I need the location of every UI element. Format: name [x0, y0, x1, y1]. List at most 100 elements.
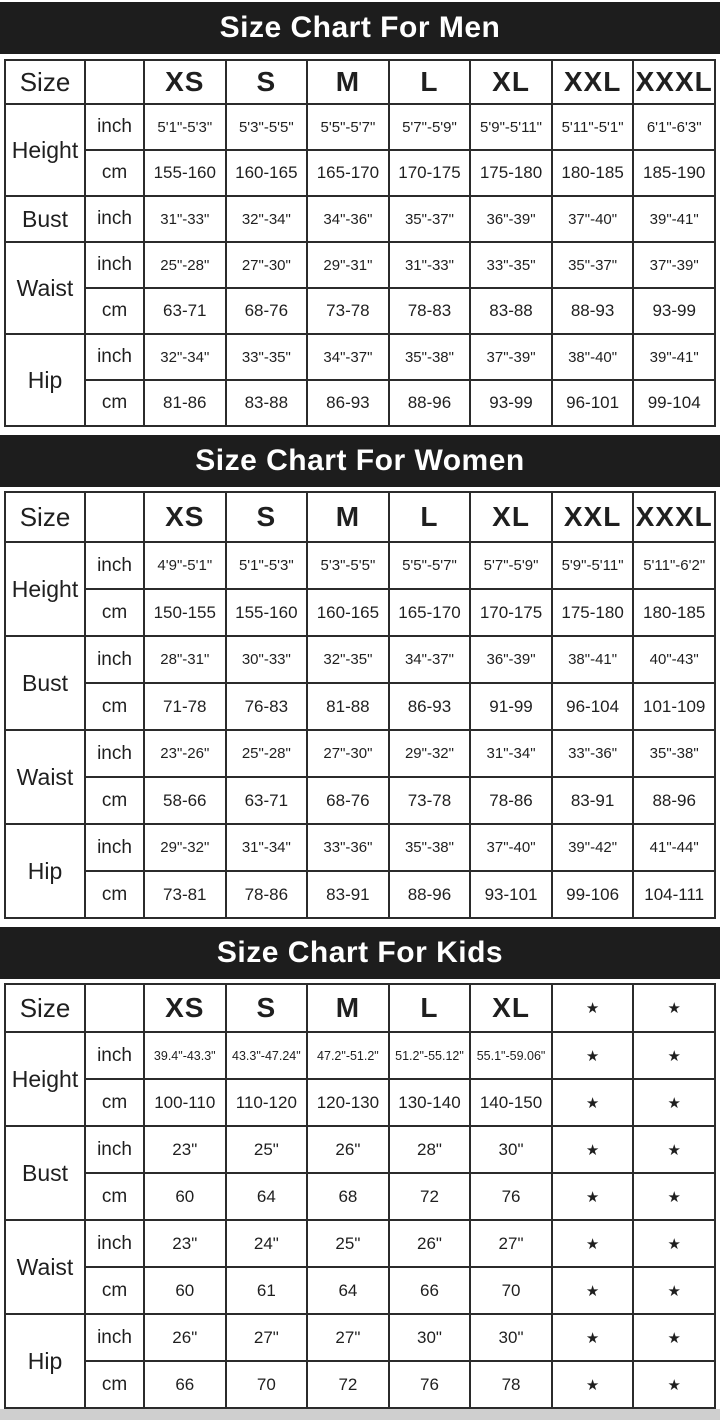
value-cell: 55.1"-59.06": [469, 1031, 553, 1080]
value-cell: 93-99: [469, 379, 553, 427]
value-cell: 33"-36": [306, 823, 390, 872]
size-header-cell: XS: [143, 59, 227, 105]
star-placeholder-cell: ★: [632, 1360, 716, 1409]
value-cell: 73-78: [387, 776, 472, 825]
size-header-cell: M: [306, 491, 390, 543]
value-cell: 27"-30": [224, 241, 309, 289]
value-cell: 31"-34": [224, 823, 309, 872]
value-cell: 40"-43": [632, 635, 716, 684]
value-cell: 64: [306, 1266, 390, 1315]
size-header-cell: L: [387, 491, 472, 543]
value-cell: 25"-28": [143, 241, 227, 289]
value-cell: 32"-34": [143, 333, 227, 381]
value-cell: 76: [387, 1360, 472, 1409]
size-header-cell: M: [306, 59, 390, 105]
size-header-cell: XS: [143, 983, 227, 1033]
star-placeholder-cell: ★: [632, 1172, 716, 1221]
size-row-label: Size: [4, 59, 86, 105]
value-cell: 130-140: [387, 1078, 472, 1127]
value-cell: 76-83: [224, 682, 309, 731]
unit-label: inch: [84, 1031, 145, 1080]
value-cell: 68-76: [224, 287, 309, 335]
value-cell: 4'9"-5'1": [143, 541, 227, 590]
value-cell: 68: [306, 1172, 390, 1221]
star-placeholder-cell: ★: [550, 1219, 635, 1268]
value-cell: 28"-31": [143, 635, 227, 684]
value-cell: 27": [306, 1313, 390, 1362]
value-cell: 60: [143, 1266, 227, 1315]
value-cell: 28": [387, 1125, 472, 1174]
value-cell: 5'7"-5'9": [387, 103, 472, 151]
size-header-cell: XL: [469, 59, 553, 105]
unit-label: inch: [84, 729, 145, 778]
value-cell: 37"-39": [469, 333, 553, 381]
unit-label: inch: [84, 823, 145, 872]
star-placeholder-cell: ★: [632, 1125, 716, 1174]
value-cell: 72: [306, 1360, 390, 1409]
value-cell: 71-78: [143, 682, 227, 731]
unit-label: inch: [84, 103, 145, 151]
size-header-cell: L: [387, 59, 472, 105]
value-cell: 81-86: [143, 379, 227, 427]
value-cell: 35"-37": [387, 195, 472, 243]
size-header-cell: ★: [550, 983, 635, 1033]
value-cell: 175-180: [469, 149, 553, 197]
value-cell: 66: [143, 1360, 227, 1409]
unit-label: cm: [84, 1360, 145, 1409]
value-cell: 30"-33": [224, 635, 309, 684]
value-cell: 73-78: [306, 287, 390, 335]
unit-label: inch: [84, 1125, 145, 1174]
value-cell: 60: [143, 1172, 227, 1221]
value-cell: 35"-38": [632, 729, 716, 778]
size-header-cell: XL: [469, 983, 553, 1033]
value-cell: 27"-30": [306, 729, 390, 778]
value-cell: 37"-39": [632, 241, 716, 289]
measure-label: Hip: [4, 1313, 86, 1409]
star-placeholder-cell: ★: [632, 1031, 716, 1080]
value-cell: 29"-31": [306, 241, 390, 289]
size-header-cell: XXXL: [632, 491, 716, 543]
value-cell: 180-185: [550, 149, 635, 197]
value-cell: 5'1"-5'3": [224, 541, 309, 590]
unit-label: inch: [84, 1219, 145, 1268]
value-cell: 27": [224, 1313, 309, 1362]
unit-label: inch: [84, 1313, 145, 1362]
value-cell: 5'9"-5'11": [469, 103, 553, 151]
value-cell: 35"-38": [387, 823, 472, 872]
value-cell: 88-96: [387, 379, 472, 427]
measure-label: Waist: [4, 1219, 86, 1315]
measure-label: Bust: [4, 1125, 86, 1221]
kids-size-table: Size XS S M L XL ★ ★ Height inch 39.4"-43.3" 43.3"-…: [4, 983, 716, 1409]
value-cell: 73-81: [143, 870, 227, 919]
kids-chart-title-band: Size Chart For Kids: [0, 927, 720, 979]
unit-label: inch: [84, 195, 145, 243]
unit-header-empty-cell: [84, 983, 145, 1033]
unit-label: cm: [84, 870, 145, 919]
value-cell: 88-96: [632, 776, 716, 825]
value-cell: 5'7"-5'9": [469, 541, 553, 590]
value-cell: 99-106: [550, 870, 635, 919]
size-header-cell: XL: [469, 491, 553, 543]
star-placeholder-cell: ★: [550, 1078, 635, 1127]
value-cell: 39"-41": [632, 195, 716, 243]
unit-label: inch: [84, 241, 145, 289]
unit-label: cm: [84, 682, 145, 731]
women-chart-title: Size Chart For Women: [195, 444, 525, 477]
value-cell: 83-88: [224, 379, 309, 427]
value-cell: 39"-41": [632, 333, 716, 381]
unit-label: cm: [84, 776, 145, 825]
value-cell: 47.2"-51.2": [306, 1031, 390, 1080]
value-cell: 30": [469, 1125, 553, 1174]
unit-header-empty-cell: [84, 59, 145, 105]
value-cell: 165-170: [306, 149, 390, 197]
men-chart-title: Size Chart For Men: [219, 11, 501, 44]
value-cell: 101-109: [632, 682, 716, 731]
value-cell: 36"-39": [469, 195, 553, 243]
value-cell: 5'11"-6'2": [632, 541, 716, 590]
unit-label: cm: [84, 588, 145, 637]
women-chart-title-band: Size Chart For Women: [0, 435, 720, 487]
value-cell: 5'5"-5'7": [387, 541, 472, 590]
value-cell: 70: [224, 1360, 309, 1409]
value-cell: 39.4"-43.3": [143, 1031, 227, 1080]
measure-label: Hip: [4, 823, 86, 919]
